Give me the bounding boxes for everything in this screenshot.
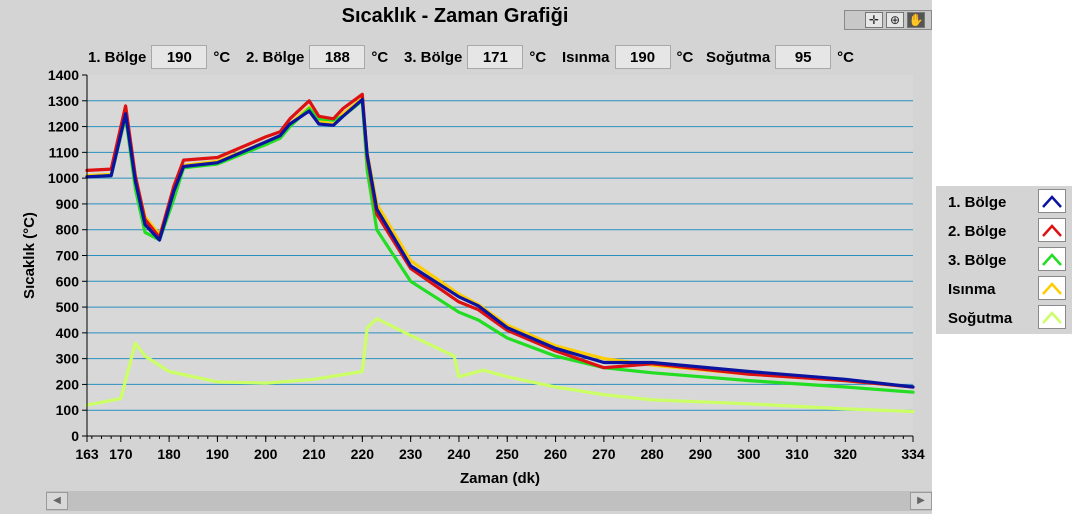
x-tick-label: 163 [75, 446, 99, 462]
legend-item-zone-2[interactable]: 2. Bölge [948, 218, 1068, 244]
temperature-time-chart[interactable]: 0 100 200 300 400 500 600 700 800 900 1000 1100 1200… [0, 62, 932, 492]
readout-value-heating: 190 [614, 45, 671, 69]
legend-label: Soğutma [948, 309, 1013, 327]
x-tick-label: 260 [544, 446, 568, 462]
y-tick-label: 800 [56, 222, 80, 238]
readout-label: Soğutma [706, 48, 771, 66]
axes: 0 100 200 300 400 500 600 700 800 900 1000 1100 1200… [48, 67, 925, 462]
readout-unit: °C [837, 48, 855, 66]
plot-legend: 1. Bölge 2. Bölge 3. Bölge Isınma Soğutm… [936, 186, 1072, 334]
legend-label: 3. Bölge [948, 251, 1007, 269]
grid-lines [87, 100, 913, 411]
readout-heating: Isınma 190 °C [562, 44, 693, 70]
chart-window: Sıcaklık - Zaman Grafiği ✛ ⊕ ✋ 1. Bölge … [0, 0, 932, 514]
series-line-soğutma [85, 317, 915, 414]
y-tick-label: 700 [56, 248, 80, 264]
x-tick-label: 190 [206, 446, 230, 462]
y-tick-label: 900 [56, 196, 80, 212]
legend-swatch-icon[interactable] [1038, 247, 1066, 271]
x-tick-label: 210 [302, 446, 326, 462]
legend-swatch-icon[interactable] [1038, 305, 1066, 329]
legend-item-zone-1[interactable]: 1. Bölge [948, 189, 1068, 215]
y-tick-label: 300 [56, 351, 80, 367]
readout-unit: °C [213, 48, 231, 66]
x-axis-label: Zaman (dk) [460, 470, 540, 487]
y-tick-label: 400 [56, 325, 80, 341]
y-tick-label: 1200 [48, 119, 79, 135]
readout-value-zone-3: 171 [467, 45, 524, 69]
x-tick-label: 170 [109, 446, 133, 462]
series-line-2-bölge [85, 92, 915, 389]
legend-label: 2. Bölge [948, 222, 1007, 240]
y-tick-label: 500 [56, 299, 80, 315]
legend-item-cooling[interactable]: Soğutma [948, 305, 1068, 331]
legend-label: Isınma [948, 280, 996, 298]
y-tick-label: 0 [71, 428, 79, 444]
zoom-icon[interactable]: ⊕ [886, 12, 904, 28]
x-tick-label: 320 [834, 446, 858, 462]
scroll-left-icon[interactable]: ◀ [46, 492, 68, 510]
x-tick-label: 300 [737, 446, 761, 462]
scroll-right-icon[interactable]: ▶ [910, 492, 932, 510]
readout-zone-1: 1. Bölge 190 °C [88, 44, 230, 70]
readout-cooling: Soğutma 95 °C [706, 44, 854, 70]
x-tick-label: 310 [785, 446, 809, 462]
legend-swatch-icon[interactable] [1038, 189, 1066, 213]
readout-label: Isınma [562, 48, 610, 66]
horizontal-scrollbar[interactable]: ◀ ▶ [46, 491, 932, 511]
readout-unit: °C [676, 48, 694, 66]
readout-zone-2: 2. Bölge 188 °C [246, 44, 388, 70]
readout-label: 3. Bölge [404, 48, 463, 66]
legend-item-heating[interactable]: Isınma [948, 276, 1068, 302]
x-tick-label: 290 [689, 446, 713, 462]
readout-unit: °C [371, 48, 389, 66]
y-tick-label: 1300 [48, 93, 79, 109]
x-tick-label: 230 [399, 446, 423, 462]
x-tick-label: 240 [447, 446, 471, 462]
y-axis-label: Sıcaklık (°C) [21, 212, 38, 299]
readout-value-zone-2: 188 [309, 45, 366, 69]
legend-label: 1. Bölge [948, 193, 1007, 211]
series-lines [85, 92, 915, 414]
x-tick-label: 280 [640, 446, 664, 462]
series-line-1-bölge [85, 97, 915, 389]
y-tick-label: 600 [56, 273, 80, 289]
readout-label: 2. Bölge [246, 48, 305, 66]
graph-toolbar: ✛ ⊕ ✋ [844, 10, 932, 30]
readout-label: 1. Bölge [88, 48, 147, 66]
legend-swatch-icon[interactable] [1038, 218, 1066, 242]
x-tick-label: 270 [592, 446, 616, 462]
x-tick-label: 220 [351, 446, 375, 462]
y-tick-label: 1400 [48, 67, 79, 83]
readout-value-cooling: 95 [775, 45, 832, 69]
readout-unit: °C [529, 48, 547, 66]
x-tick-label: 334 [901, 446, 925, 462]
readout-zone-3: 3. Bölge 171 °C [404, 44, 546, 70]
readout-value-zone-1: 190 [151, 45, 208, 69]
x-tick-label: 200 [254, 446, 278, 462]
y-tick-label: 1100 [49, 144, 80, 160]
crosshair-icon[interactable]: ✛ [865, 12, 883, 28]
legend-item-zone-3[interactable]: 3. Bölge [948, 247, 1068, 273]
y-tick-label: 100 [56, 402, 80, 418]
chart-title: Sıcaklık - Zaman Grafiği [341, 5, 569, 27]
y-tick-label: 200 [56, 376, 80, 392]
x-tick-label: 180 [157, 446, 181, 462]
x-tick-label: 250 [496, 446, 520, 462]
hand-icon[interactable]: ✋ [907, 12, 925, 28]
y-tick-label: 1000 [48, 170, 79, 186]
legend-swatch-icon[interactable] [1038, 276, 1066, 300]
